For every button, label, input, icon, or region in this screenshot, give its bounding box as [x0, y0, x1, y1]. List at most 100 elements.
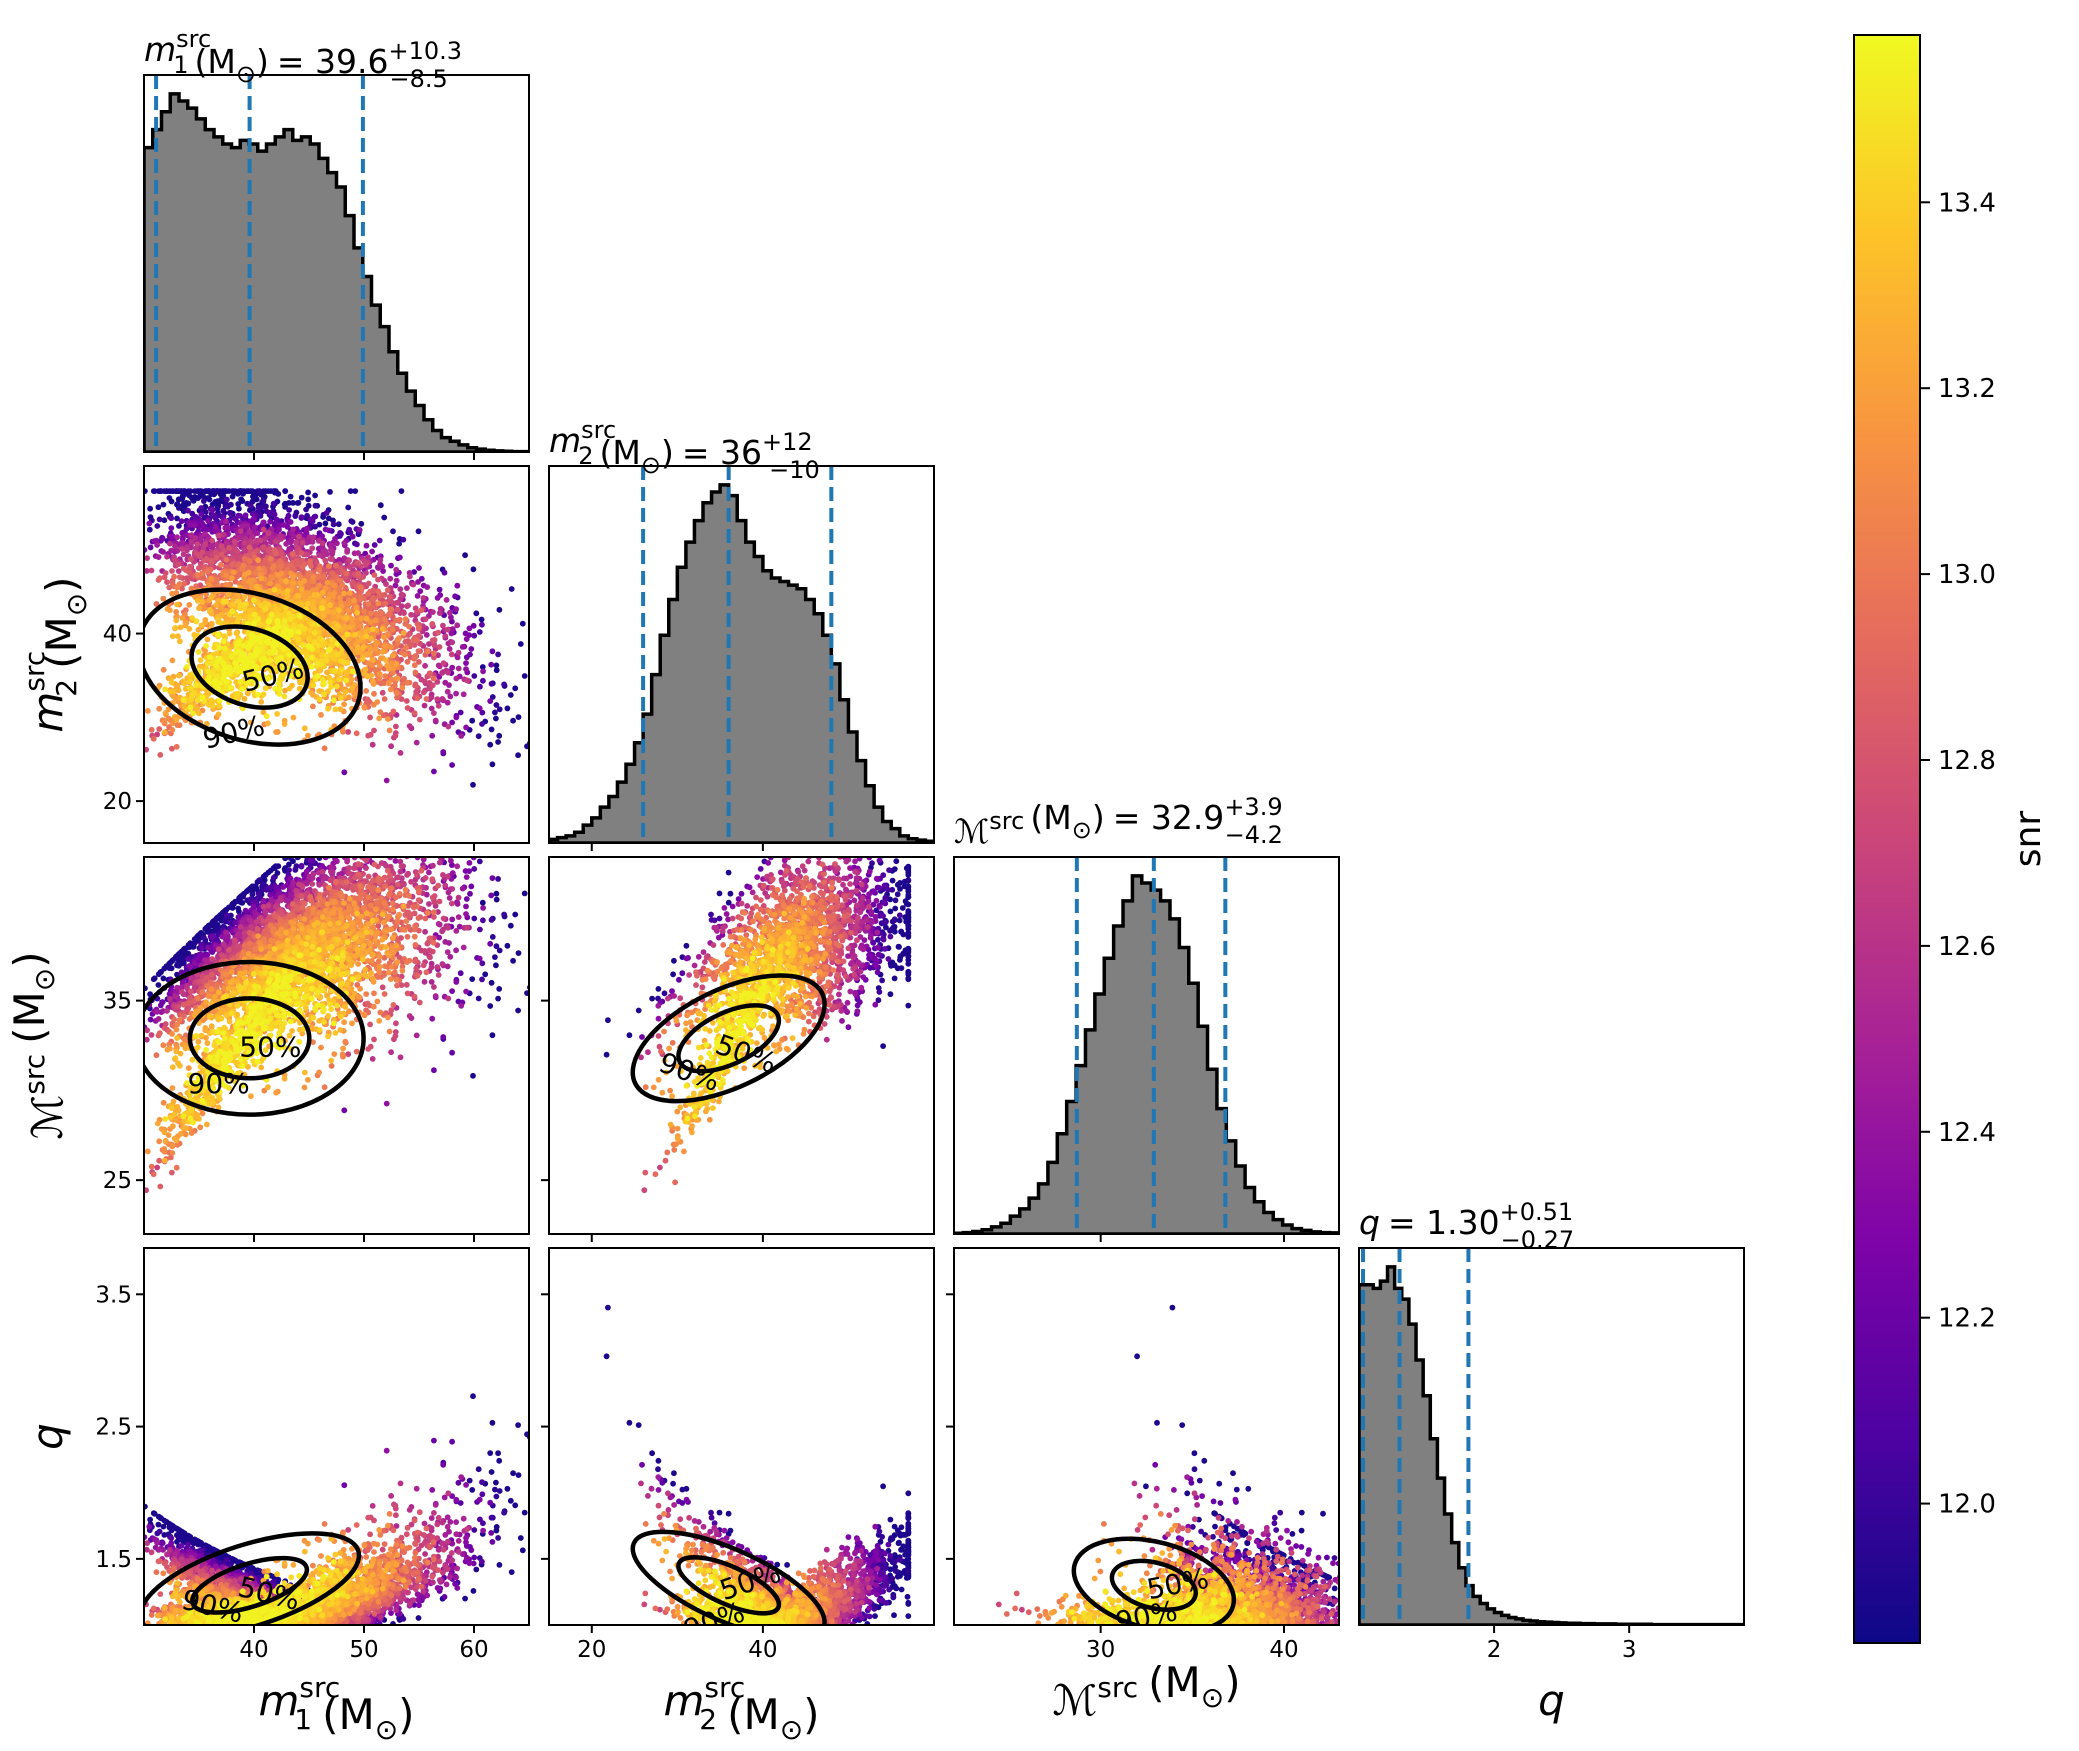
- sample-point: [260, 497, 267, 504]
- sample-point: [416, 565, 422, 571]
- sample-point: [208, 575, 215, 582]
- sample-point: [462, 630, 469, 637]
- sample-point: [376, 671, 383, 677]
- sample-point: [327, 556, 334, 562]
- sample-point: [479, 721, 485, 727]
- sample-point: [479, 709, 486, 716]
- sample-point: [365, 554, 371, 560]
- sample-point: [186, 602, 193, 608]
- sample-point: [240, 562, 247, 569]
- sample-point: [295, 561, 301, 568]
- sample-point: [441, 569, 448, 576]
- sample-point: [512, 685, 519, 692]
- sample-point: [333, 683, 340, 690]
- sample-point: [256, 488, 263, 494]
- sample-point: [411, 710, 418, 716]
- sample-point: [260, 519, 267, 526]
- sample-point: [262, 488, 269, 494]
- sample-point: [355, 560, 362, 566]
- sample-point: [367, 714, 373, 721]
- sample-point: [455, 665, 462, 672]
- sample-point: [307, 516, 314, 523]
- sample-point: [325, 705, 331, 712]
- sample-point: [304, 512, 310, 519]
- sample-point: [448, 651, 455, 658]
- sample-point: [296, 533, 302, 540]
- sample-point: [159, 535, 166, 542]
- sample-point: [320, 599, 327, 605]
- sample-point: [421, 678, 428, 685]
- sample-point: [179, 539, 185, 546]
- sample-point: [230, 569, 237, 576]
- sample-point: [178, 496, 185, 502]
- sample-point: [200, 498, 207, 504]
- sample-point: [334, 651, 341, 658]
- sample-point: [366, 644, 373, 651]
- sample-point: [298, 514, 305, 521]
- sample-point: [238, 602, 244, 608]
- sample-point: [418, 607, 425, 614]
- sample-point: [181, 581, 187, 587]
- sample-point: [187, 556, 194, 562]
- sample-point: [496, 606, 503, 613]
- sample-point: [310, 703, 316, 710]
- sample-point: [515, 752, 521, 759]
- sample-point: [471, 632, 478, 639]
- sample-point: [352, 488, 359, 494]
- sample-point: [182, 607, 189, 613]
- sample-point: [393, 689, 400, 696]
- sample-point: [404, 585, 410, 591]
- sample-point: [414, 695, 421, 702]
- sample-point: [156, 516, 163, 523]
- sample-point: [226, 630, 233, 637]
- sample-point: [375, 600, 382, 607]
- sample-point: [346, 694, 352, 701]
- sample-point: [501, 681, 507, 688]
- sample-point: [242, 512, 249, 519]
- sample-point: [299, 563, 306, 570]
- sample-point: [429, 682, 436, 689]
- sample-point: [395, 600, 402, 606]
- sample-point: [346, 590, 353, 596]
- sample-point: [229, 608, 236, 615]
- sample-point: [334, 540, 340, 547]
- sample-point: [138, 718, 144, 724]
- sample-point: [420, 689, 427, 696]
- sample-point: [463, 636, 470, 642]
- sample-point: [310, 534, 317, 541]
- sample-point: [335, 612, 342, 619]
- sample-point: [382, 673, 388, 680]
- sample-point: [198, 622, 205, 629]
- sample-point: [354, 644, 361, 651]
- sample-point: [455, 649, 462, 656]
- sample-point: [480, 677, 486, 684]
- sample-point: [329, 592, 336, 598]
- sample-point: [273, 729, 279, 735]
- sample-point: [335, 607, 342, 614]
- sample-point: [426, 641, 432, 647]
- sample-point: [418, 575, 425, 582]
- sample-point: [237, 528, 244, 534]
- sample-point: [488, 680, 495, 687]
- sample-point: [471, 673, 478, 679]
- sample-point: [251, 524, 258, 531]
- sample-point: [262, 535, 269, 542]
- sample-point: [321, 745, 328, 752]
- sample-point: [470, 622, 477, 629]
- sample-point: [449, 719, 455, 726]
- panel-m1-m1: msrc 1 (M⊙) = 39.6+10.3 −8.5: [143, 25, 530, 460]
- sample-point: [293, 539, 300, 545]
- sample-point: [371, 542, 378, 548]
- sample-point: [343, 615, 350, 621]
- sample-point: [349, 616, 356, 623]
- sample-point: [493, 662, 500, 669]
- sample-point: [377, 557, 384, 563]
- sample-point: [440, 622, 446, 629]
- sample-point: [262, 557, 269, 564]
- sample-point: [204, 550, 210, 557]
- title-m1: msrc 1 (M⊙) = 39.6+10.3 −8.5: [144, 25, 462, 93]
- sample-point: [243, 488, 250, 494]
- sample-point: [221, 633, 228, 640]
- sample-point: [205, 668, 212, 675]
